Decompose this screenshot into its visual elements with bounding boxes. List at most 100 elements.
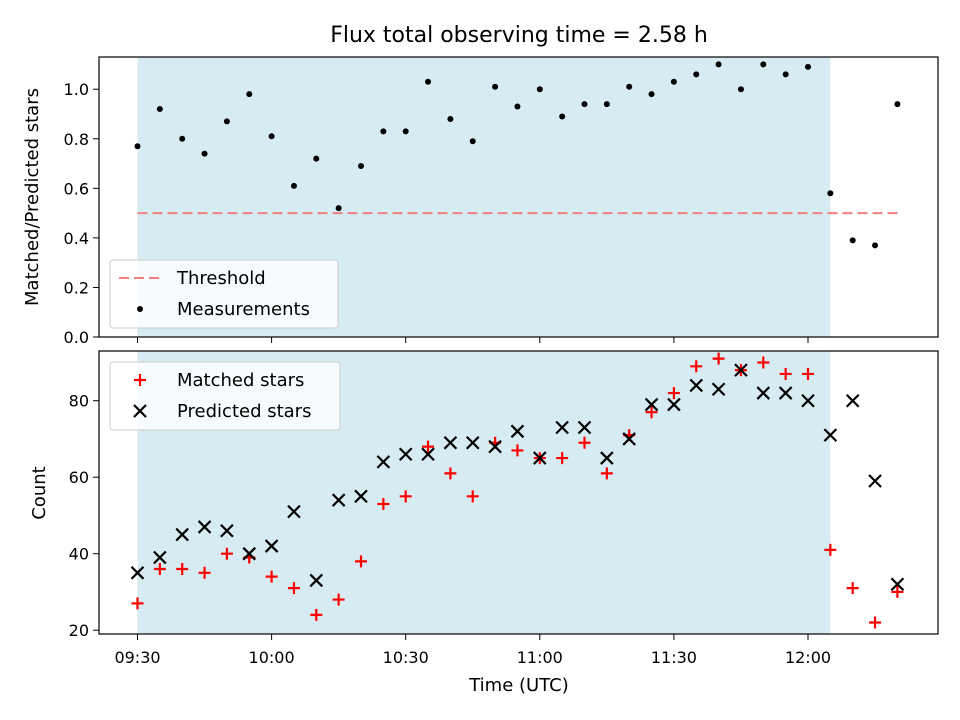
legend-predicted-swatch — [133, 404, 147, 418]
bottom-panel: 20 40 60 80 09:30 10:00 10:30 11:00 11:30 12:00 Ma… — [69, 350, 939, 667]
y-tick-label: 0.6 — [64, 179, 89, 198]
y-tick-label: 0.4 — [64, 229, 89, 248]
measurement-point — [782, 71, 789, 78]
predicted-stars-point — [778, 386, 793, 400]
matched-stars-point — [891, 585, 904, 598]
x-tick-label: 10:30 — [383, 648, 429, 667]
matched-stars-point — [824, 543, 837, 556]
predicted-stars-point — [309, 573, 324, 588]
predicted-stars-point — [689, 378, 704, 393]
matched-stars-point — [265, 570, 278, 583]
legend-measurements-swatch — [137, 306, 143, 312]
predicted-stars-point — [711, 382, 726, 397]
matched-stars-point — [667, 387, 680, 400]
measurement-point — [648, 91, 655, 98]
predicted-stars-point — [220, 523, 234, 538]
legend-matched-swatch — [134, 374, 146, 386]
matched-stars-point — [377, 497, 390, 510]
bottom-y-axis-label: Count — [29, 466, 50, 519]
axes-frame — [98, 56, 939, 338]
matched-stars-point — [444, 467, 457, 480]
predicted-stars-point — [622, 432, 636, 446]
measurement-point — [201, 150, 208, 157]
legend-label: Predicted stars — [177, 401, 311, 422]
measurement-point — [894, 101, 901, 108]
y-tick-label: 60 — [69, 468, 89, 487]
y-tick-label: 1.0 — [64, 80, 89, 99]
legend-box — [109, 259, 339, 329]
y-tick-label: 0.8 — [64, 130, 89, 149]
predicted-stars-point — [845, 393, 860, 408]
matched-stars-point — [690, 360, 703, 373]
predicted-stars-point — [421, 447, 435, 462]
predicted-stars-point — [577, 420, 592, 435]
matched-stars-point — [556, 452, 569, 465]
measurement-point — [469, 138, 476, 145]
x-tick-label: 11:30 — [651, 648, 697, 667]
predicted-stars-point — [823, 428, 838, 442]
measurement-point — [626, 83, 633, 90]
matched-stars-point — [757, 356, 770, 369]
x-tick-label: 12:00 — [785, 648, 831, 667]
measurement-point — [447, 115, 454, 122]
measurement-point — [693, 71, 700, 78]
matched-stars-point — [332, 593, 345, 606]
measurement-point — [268, 133, 275, 140]
x-tick-label: 10:00 — [249, 648, 295, 667]
matched-stars-point — [869, 616, 882, 629]
matched-stars-point — [131, 597, 144, 610]
matched-stars-point — [153, 562, 166, 575]
matched-stars-point — [287, 582, 300, 595]
legend-box — [109, 361, 341, 431]
predicted-stars-point — [197, 520, 212, 534]
matched-stars-point — [198, 566, 211, 579]
predicted-stars-point — [868, 474, 882, 488]
predicted-stars-point — [175, 527, 189, 542]
measurement-point — [559, 113, 566, 120]
predicted-stars-point — [398, 447, 413, 462]
predicted-stars-point — [890, 577, 905, 592]
measurement-point — [805, 63, 811, 70]
matched-stars-point — [600, 467, 613, 480]
x-tick-label: 09:30 — [114, 648, 160, 667]
measurement-point — [179, 135, 186, 142]
measurement-point — [380, 128, 387, 135]
matched-stars-point — [220, 547, 233, 560]
matched-stars-point — [578, 436, 591, 449]
predicted-stars-point — [756, 386, 771, 400]
y-tick-label: 0.2 — [64, 278, 89, 297]
axes-frame — [98, 350, 939, 635]
measurement-point — [402, 128, 409, 135]
predicted-stars-point — [465, 436, 480, 450]
measurement-point — [134, 143, 141, 150]
measurement-point — [290, 182, 297, 189]
y-tick-label: 40 — [69, 545, 89, 564]
x-tick-label: 11:00 — [517, 648, 563, 667]
measurement-point — [335, 205, 342, 212]
matched-stars-point — [310, 608, 323, 621]
matched-stars-point — [399, 490, 412, 503]
predicted-stars-point — [667, 397, 681, 412]
predicted-stars-point — [376, 455, 391, 469]
top-y-axis-label: Matched/Predicted stars — [22, 88, 43, 306]
y-tick-label: 20 — [69, 621, 89, 640]
predicted-stars-point — [287, 504, 301, 519]
predicted-stars-point — [555, 420, 569, 435]
predicted-stars-point — [153, 550, 167, 565]
matched-stars-point — [511, 444, 524, 457]
measurement-point — [872, 242, 879, 249]
chart-title: Flux total observing time = 2.58 h — [330, 23, 708, 48]
measurement-point — [514, 103, 521, 110]
measurement-point — [603, 101, 610, 108]
predicted-stars-point — [734, 363, 748, 377]
measurement-point — [715, 61, 722, 68]
measurement-point — [581, 101, 588, 108]
measurement-point — [358, 163, 364, 170]
x-axis-label: Time (UTC) — [468, 675, 569, 696]
top-panel: 0.0 0.2 0.4 0.6 0.8 1.0 Threshold Measurements — [64, 56, 939, 347]
measurement-point — [313, 155, 320, 162]
legend-label: Matched stars — [177, 370, 304, 391]
matched-stars-point — [176, 562, 189, 575]
measurement-point — [425, 78, 432, 85]
